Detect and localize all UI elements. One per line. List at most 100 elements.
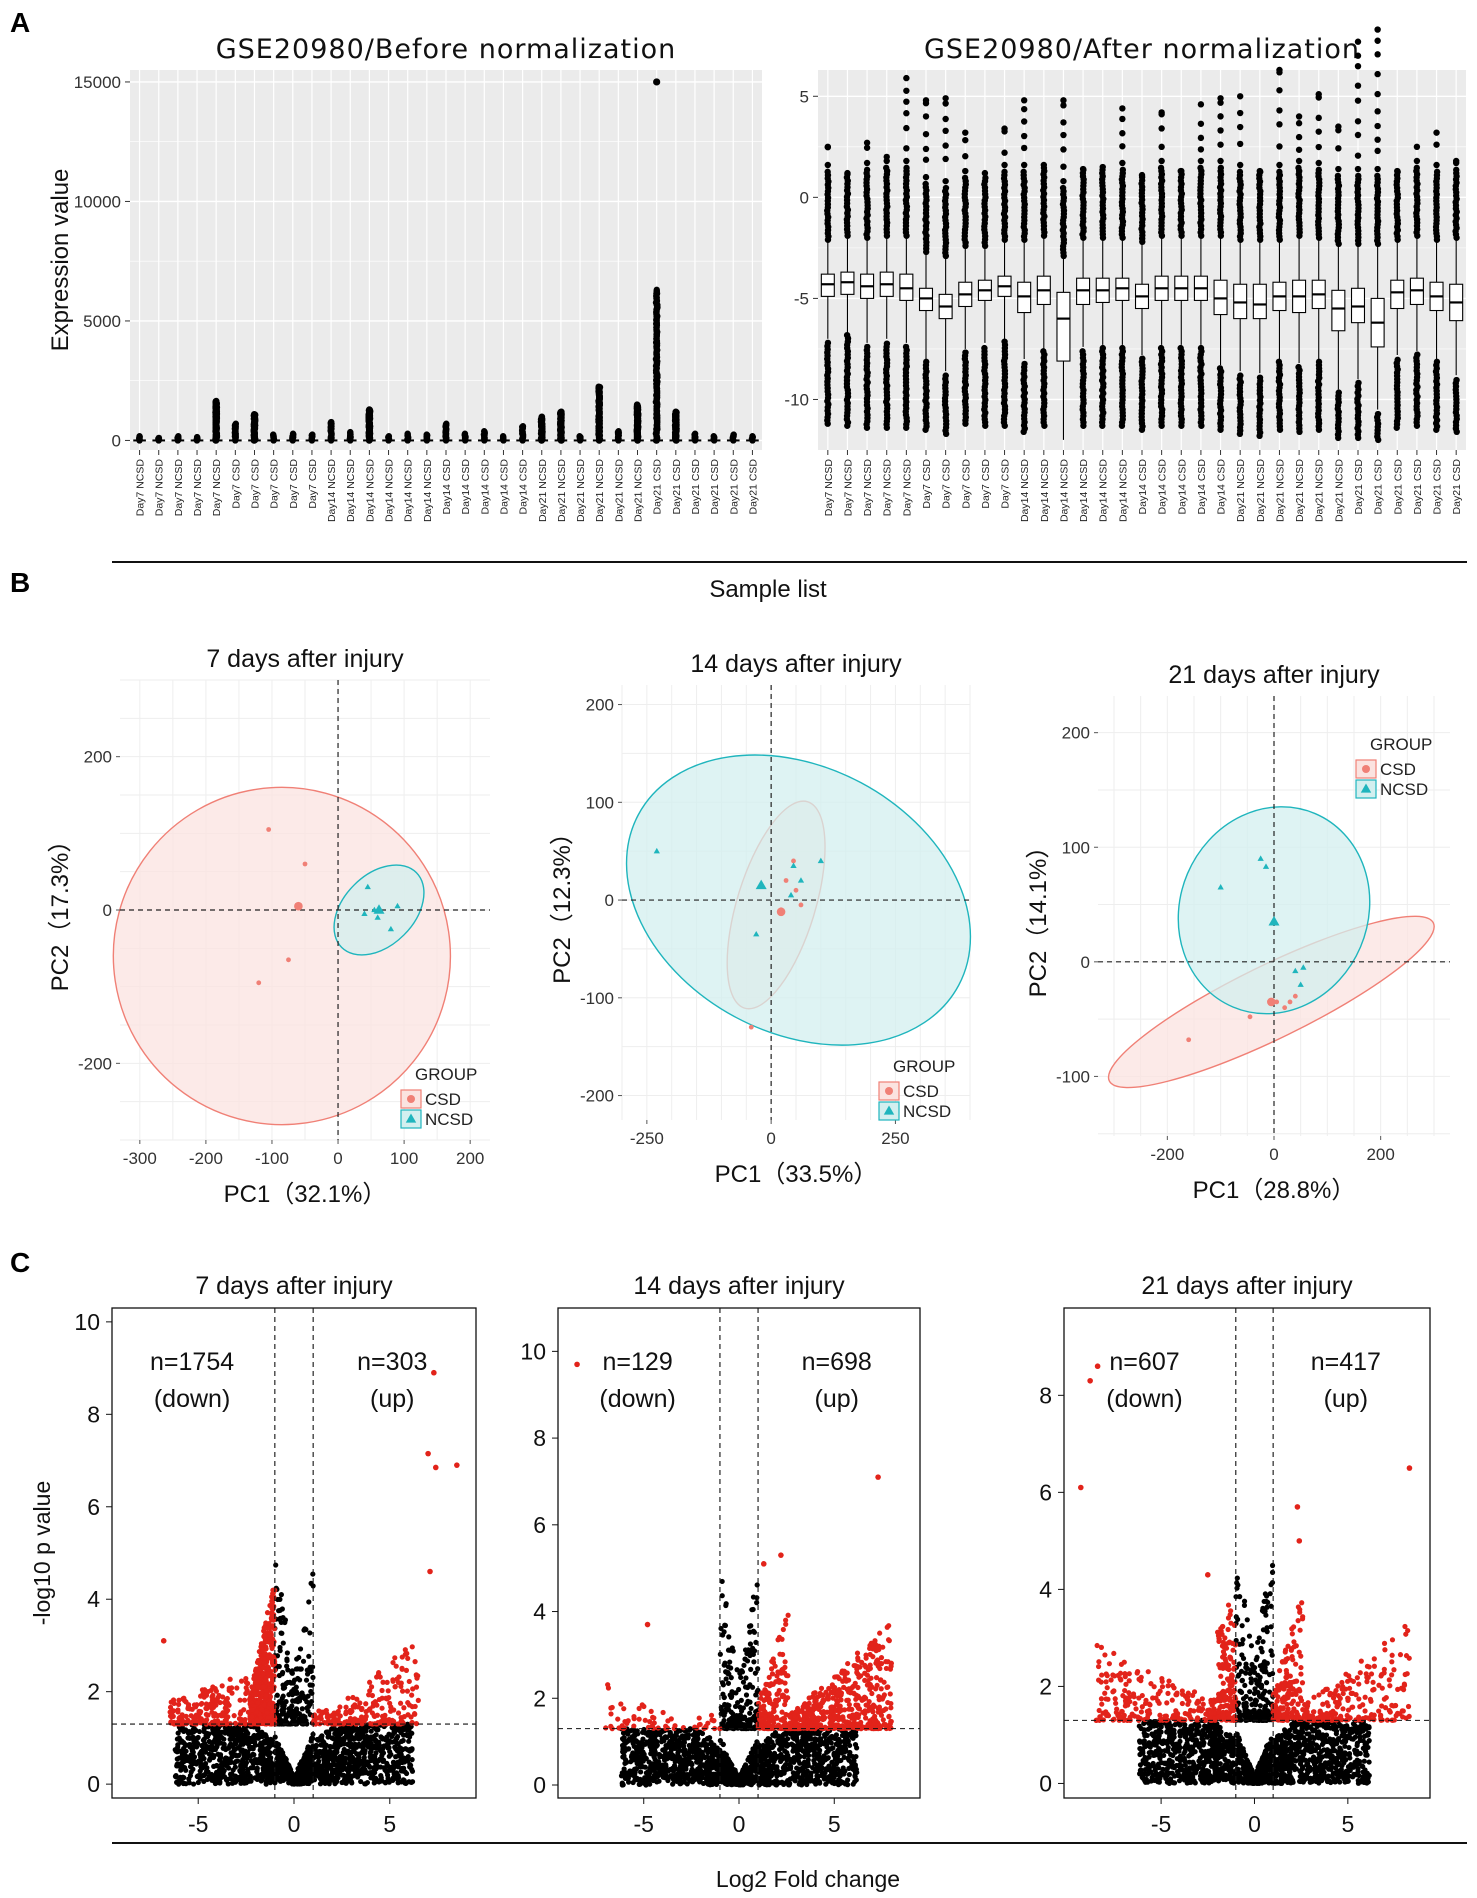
x-tick-label: 200 xyxy=(1366,1145,1394,1164)
x-category-label: Day21 NCSD xyxy=(633,459,645,522)
point-csd xyxy=(748,1024,754,1030)
outlier-point xyxy=(1217,127,1224,134)
point-nonsignificant xyxy=(190,1755,197,1761)
outlier-point xyxy=(864,343,871,351)
outlier-point xyxy=(961,174,969,182)
point-nonsignificant xyxy=(239,1733,246,1740)
outlier-point xyxy=(922,180,929,188)
outlier-point xyxy=(903,124,910,132)
x-category-label: Day21 NCSD xyxy=(1255,459,1267,522)
point-nonsignificant xyxy=(242,1748,249,1754)
outlier-point xyxy=(309,431,316,438)
outlier-point xyxy=(1315,358,1323,366)
point-csd xyxy=(793,887,799,893)
x-category-label: Day21 NCSD xyxy=(594,459,606,522)
x-category-label: Day7 CSD xyxy=(288,459,300,509)
point-nonsignificant xyxy=(333,1777,339,1784)
box-27 xyxy=(650,78,663,444)
point-nonsignificant xyxy=(243,1754,249,1760)
x-category-label: Day21 NCSD xyxy=(1314,459,1326,522)
point-nonsignificant xyxy=(303,1677,310,1683)
point-nonsignificant xyxy=(180,1739,187,1746)
legend-label-ncsd: NCSD xyxy=(425,1110,473,1129)
box-6 xyxy=(938,95,953,438)
point-nonsignificant xyxy=(255,1772,261,1778)
x-category-label: Day7 CSD xyxy=(307,459,319,509)
outlier-point xyxy=(1354,152,1362,159)
point-nonsignificant xyxy=(229,1743,235,1749)
point-nonsignificant xyxy=(245,1730,251,1736)
outlier-point xyxy=(903,74,910,82)
point-nonsignificant xyxy=(374,1745,380,1751)
outlier-point xyxy=(1060,163,1067,170)
panel-label-a: A xyxy=(10,7,30,38)
point-nonsignificant xyxy=(217,1754,224,1760)
point-nonsignificant xyxy=(240,1772,246,1778)
point-nonsignificant xyxy=(327,1764,333,1770)
outlier-point xyxy=(981,344,988,352)
outlier-point xyxy=(1138,171,1146,179)
y-axis-label: PC2（17.3%） xyxy=(47,829,74,992)
legend-symbol-csd xyxy=(885,1087,893,1095)
point-nonsignificant xyxy=(304,1756,310,1762)
point-nonsignificant xyxy=(339,1779,345,1786)
point-nonsignificant xyxy=(243,1780,249,1786)
point-nonsignificant xyxy=(286,1778,292,1784)
outlier-point xyxy=(1197,146,1205,153)
point-nonsignificant xyxy=(347,1744,354,1750)
point-nonsignificant xyxy=(213,1778,219,1784)
outlier-point xyxy=(1157,344,1165,352)
point-nonsignificant xyxy=(311,1772,317,1778)
point-csd xyxy=(1292,993,1298,999)
outlier-point xyxy=(1197,157,1205,165)
outlier-point xyxy=(902,343,910,351)
point-nonsignificant xyxy=(228,1750,234,1756)
outlier-point xyxy=(1119,159,1126,167)
outlier-point xyxy=(1276,66,1283,74)
outlier-point xyxy=(922,145,930,153)
y-tick-label: 200 xyxy=(1062,724,1090,743)
box-9 xyxy=(305,431,319,444)
outlier-point xyxy=(1276,87,1283,94)
outlier-point xyxy=(328,418,335,426)
x-category-label: Day14 CSD xyxy=(518,459,530,515)
box-3 xyxy=(190,433,204,444)
x-tick-label: -200 xyxy=(189,1149,223,1168)
point-nonsignificant xyxy=(221,1762,227,1768)
outlier-point xyxy=(1020,168,1027,176)
point-nonsignificant xyxy=(232,1729,238,1735)
x-category-label: Day21 NCSD xyxy=(575,459,587,522)
x-category-label: Day7 NCSD xyxy=(211,459,223,517)
outlier-point xyxy=(1060,131,1067,139)
point-nonsignificant xyxy=(406,1727,412,1733)
point-nonsignificant xyxy=(330,1744,336,1750)
outlier-point xyxy=(1040,161,1048,169)
outlier-point xyxy=(1020,105,1028,113)
point-nonsignificant xyxy=(360,1745,366,1751)
point-csd xyxy=(1282,1005,1288,1011)
point-nonsignificant xyxy=(229,1771,235,1778)
outlier-point xyxy=(653,288,661,295)
outlier-point xyxy=(1295,133,1303,141)
box-11 xyxy=(343,428,357,444)
outlier-point xyxy=(922,113,930,120)
box-28 xyxy=(669,408,683,444)
outlier-point xyxy=(1197,120,1205,127)
outlier-point xyxy=(1334,172,1342,180)
legend-label-csd: CSD xyxy=(903,1082,939,1101)
point-nonsignificant xyxy=(287,1765,293,1771)
outlier-point xyxy=(1433,358,1441,366)
legend-symbol-csd xyxy=(407,1095,415,1103)
chart-title: 7 days after injury xyxy=(206,645,404,673)
x-category-label: Day14 NCSD xyxy=(364,459,376,522)
point-nonsignificant xyxy=(399,1765,405,1772)
box-29 xyxy=(688,430,702,444)
x-tick-label: 100 xyxy=(390,1149,418,1168)
box-20 xyxy=(516,423,529,444)
point-nonsignificant xyxy=(362,1770,368,1776)
outlier-point xyxy=(193,433,201,441)
point-nonsignificant xyxy=(174,1749,180,1755)
